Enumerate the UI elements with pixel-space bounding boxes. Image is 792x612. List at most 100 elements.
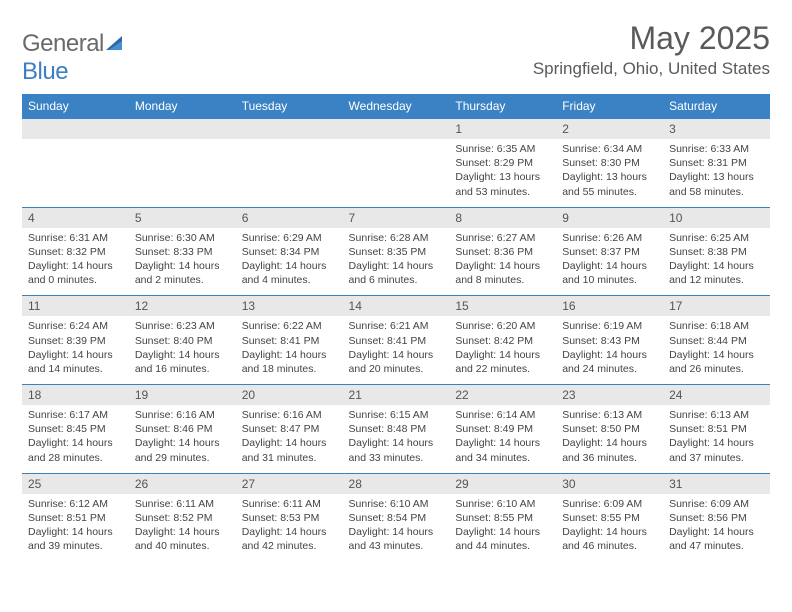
- weekday-header: Sunday: [22, 94, 129, 119]
- day-number-cell: 30: [556, 473, 663, 494]
- day-number-row: 18192021222324: [22, 385, 770, 406]
- day-number-cell: 22: [449, 385, 556, 406]
- day-detail-cell: Sunrise: 6:34 AMSunset: 8:30 PMDaylight:…: [556, 139, 663, 207]
- day-detail-cell: Sunrise: 6:10 AMSunset: 8:54 PMDaylight:…: [343, 494, 450, 562]
- weekday-header: Saturday: [663, 94, 770, 119]
- day-number-cell: 4: [22, 207, 129, 228]
- day-number-cell: 12: [129, 296, 236, 317]
- day-number-cell: 24: [663, 385, 770, 406]
- day-detail-cell: Sunrise: 6:28 AMSunset: 8:35 PMDaylight:…: [343, 228, 450, 296]
- weekday-header: Friday: [556, 94, 663, 119]
- day-detail-cell: Sunrise: 6:27 AMSunset: 8:36 PMDaylight:…: [449, 228, 556, 296]
- day-number-cell: 16: [556, 296, 663, 317]
- day-number-cell: 6: [236, 207, 343, 228]
- day-detail-cell: Sunrise: 6:24 AMSunset: 8:39 PMDaylight:…: [22, 316, 129, 384]
- calendar-table: SundayMondayTuesdayWednesdayThursdayFrid…: [22, 94, 770, 562]
- day-number-row: 11121314151617: [22, 296, 770, 317]
- day-number-cell: 14: [343, 296, 450, 317]
- day-number-cell: 26: [129, 473, 236, 494]
- day-number-cell: 23: [556, 385, 663, 406]
- day-detail-row: Sunrise: 6:12 AMSunset: 8:51 PMDaylight:…: [22, 494, 770, 562]
- calendar-page: GeneralBlue May 2025 Springfield, Ohio, …: [0, 0, 792, 582]
- day-detail-cell: Sunrise: 6:09 AMSunset: 8:55 PMDaylight:…: [556, 494, 663, 562]
- day-number-row: 45678910: [22, 207, 770, 228]
- day-number-cell: 17: [663, 296, 770, 317]
- day-detail-cell: Sunrise: 6:23 AMSunset: 8:40 PMDaylight:…: [129, 316, 236, 384]
- day-detail-cell: Sunrise: 6:13 AMSunset: 8:51 PMDaylight:…: [663, 405, 770, 473]
- day-detail-cell: Sunrise: 6:30 AMSunset: 8:33 PMDaylight:…: [129, 228, 236, 296]
- sail-icon: [106, 30, 126, 58]
- day-detail-cell: Sunrise: 6:25 AMSunset: 8:38 PMDaylight:…: [663, 228, 770, 296]
- day-detail-cell: Sunrise: 6:15 AMSunset: 8:48 PMDaylight:…: [343, 405, 450, 473]
- day-detail-cell: Sunrise: 6:33 AMSunset: 8:31 PMDaylight:…: [663, 139, 770, 207]
- day-number-cell: 28: [343, 473, 450, 494]
- day-number-cell: 1: [449, 119, 556, 140]
- day-number-cell: 21: [343, 385, 450, 406]
- day-number-cell: 27: [236, 473, 343, 494]
- day-detail-cell: Sunrise: 6:16 AMSunset: 8:47 PMDaylight:…: [236, 405, 343, 473]
- day-number-cell: 13: [236, 296, 343, 317]
- day-number-cell: [343, 119, 450, 140]
- weekday-header: Tuesday: [236, 94, 343, 119]
- day-detail-cell: Sunrise: 6:11 AMSunset: 8:52 PMDaylight:…: [129, 494, 236, 562]
- day-number-cell: 8: [449, 207, 556, 228]
- weekday-header: Monday: [129, 94, 236, 119]
- location-text: Springfield, Ohio, United States: [533, 59, 770, 79]
- day-detail-cell: [236, 139, 343, 207]
- day-number-cell: 18: [22, 385, 129, 406]
- day-detail-cell: Sunrise: 6:14 AMSunset: 8:49 PMDaylight:…: [449, 405, 556, 473]
- page-header: GeneralBlue May 2025 Springfield, Ohio, …: [22, 20, 770, 86]
- day-detail-cell: Sunrise: 6:35 AMSunset: 8:29 PMDaylight:…: [449, 139, 556, 207]
- day-detail-cell: Sunrise: 6:12 AMSunset: 8:51 PMDaylight:…: [22, 494, 129, 562]
- brand-logo: GeneralBlue: [22, 20, 126, 86]
- day-number-row: 123: [22, 119, 770, 140]
- month-title: May 2025: [533, 20, 770, 57]
- day-detail-cell: Sunrise: 6:09 AMSunset: 8:56 PMDaylight:…: [663, 494, 770, 562]
- day-number-cell: [129, 119, 236, 140]
- day-detail-row: Sunrise: 6:35 AMSunset: 8:29 PMDaylight:…: [22, 139, 770, 207]
- day-detail-cell: Sunrise: 6:18 AMSunset: 8:44 PMDaylight:…: [663, 316, 770, 384]
- day-number-cell: 31: [663, 473, 770, 494]
- day-number-cell: 5: [129, 207, 236, 228]
- day-detail-cell: Sunrise: 6:22 AMSunset: 8:41 PMDaylight:…: [236, 316, 343, 384]
- brand-text: GeneralBlue: [22, 30, 126, 86]
- day-detail-cell: Sunrise: 6:20 AMSunset: 8:42 PMDaylight:…: [449, 316, 556, 384]
- day-number-cell: 2: [556, 119, 663, 140]
- day-detail-cell: [22, 139, 129, 207]
- day-number-cell: 11: [22, 296, 129, 317]
- day-detail-cell: Sunrise: 6:26 AMSunset: 8:37 PMDaylight:…: [556, 228, 663, 296]
- brand-part2: Blue: [22, 58, 68, 85]
- day-detail-cell: Sunrise: 6:13 AMSunset: 8:50 PMDaylight:…: [556, 405, 663, 473]
- day-number-cell: 19: [129, 385, 236, 406]
- day-detail-cell: Sunrise: 6:11 AMSunset: 8:53 PMDaylight:…: [236, 494, 343, 562]
- day-detail-row: Sunrise: 6:24 AMSunset: 8:39 PMDaylight:…: [22, 316, 770, 384]
- day-detail-cell: Sunrise: 6:31 AMSunset: 8:32 PMDaylight:…: [22, 228, 129, 296]
- title-block: May 2025 Springfield, Ohio, United State…: [533, 20, 770, 79]
- weekday-header: Thursday: [449, 94, 556, 119]
- day-number-cell: 10: [663, 207, 770, 228]
- day-number-cell: 7: [343, 207, 450, 228]
- day-number-row: 25262728293031: [22, 473, 770, 494]
- day-detail-cell: Sunrise: 6:21 AMSunset: 8:41 PMDaylight:…: [343, 316, 450, 384]
- day-detail-cell: Sunrise: 6:29 AMSunset: 8:34 PMDaylight:…: [236, 228, 343, 296]
- day-number-cell: 25: [22, 473, 129, 494]
- calendar-body: 123Sunrise: 6:35 AMSunset: 8:29 PMDaylig…: [22, 119, 770, 562]
- weekday-header-row: SundayMondayTuesdayWednesdayThursdayFrid…: [22, 94, 770, 119]
- day-detail-cell: [343, 139, 450, 207]
- day-number-cell: 29: [449, 473, 556, 494]
- day-number-cell: 20: [236, 385, 343, 406]
- day-number-cell: 15: [449, 296, 556, 317]
- day-number-cell: 9: [556, 207, 663, 228]
- day-detail-cell: Sunrise: 6:17 AMSunset: 8:45 PMDaylight:…: [22, 405, 129, 473]
- day-detail-cell: [129, 139, 236, 207]
- day-number-cell: [22, 119, 129, 140]
- day-detail-row: Sunrise: 6:17 AMSunset: 8:45 PMDaylight:…: [22, 405, 770, 473]
- day-detail-row: Sunrise: 6:31 AMSunset: 8:32 PMDaylight:…: [22, 228, 770, 296]
- weekday-header: Wednesday: [343, 94, 450, 119]
- day-detail-cell: Sunrise: 6:16 AMSunset: 8:46 PMDaylight:…: [129, 405, 236, 473]
- day-detail-cell: Sunrise: 6:10 AMSunset: 8:55 PMDaylight:…: [449, 494, 556, 562]
- brand-part1: General: [22, 30, 104, 57]
- day-number-cell: 3: [663, 119, 770, 140]
- day-number-cell: [236, 119, 343, 140]
- day-detail-cell: Sunrise: 6:19 AMSunset: 8:43 PMDaylight:…: [556, 316, 663, 384]
